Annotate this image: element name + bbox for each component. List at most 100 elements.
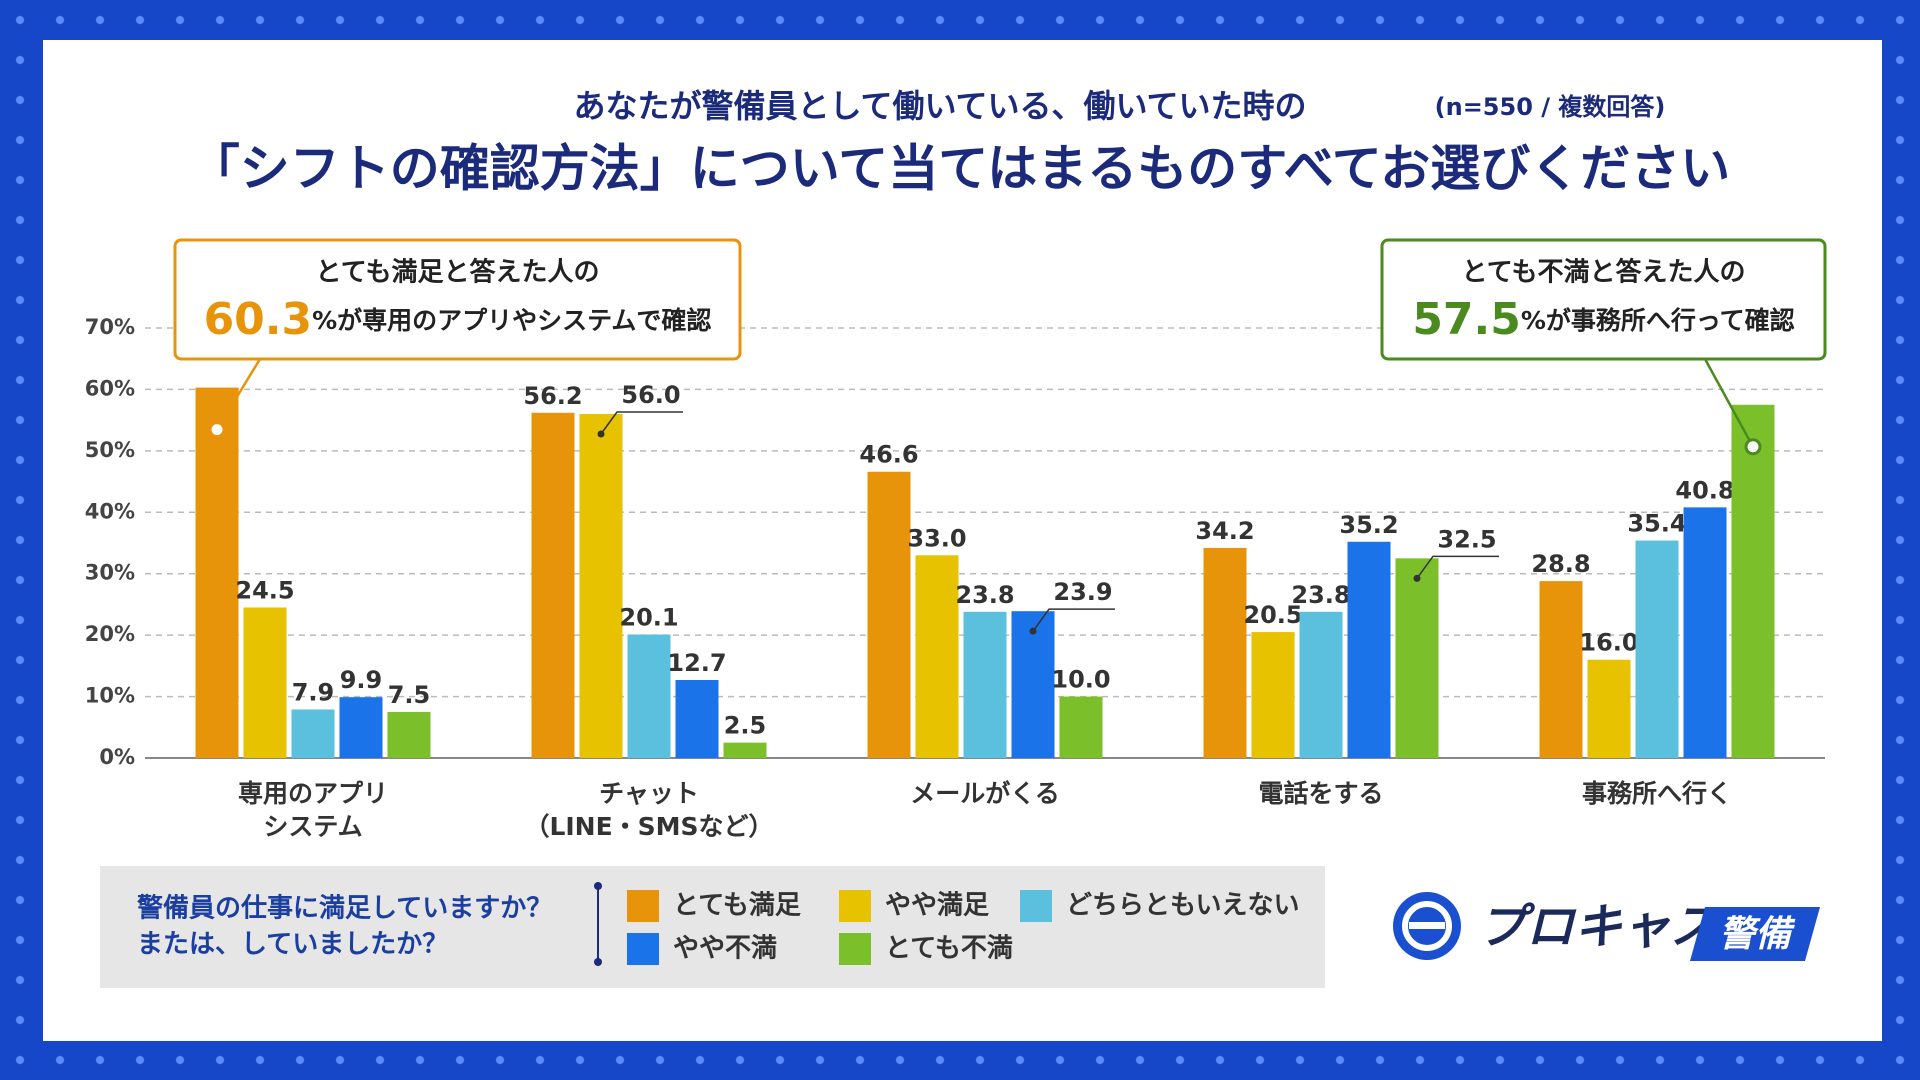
legend-label: やや満足: [885, 891, 989, 921]
legend-swatch: [1020, 890, 1052, 922]
legend-label: とても不満: [885, 934, 1013, 964]
value-label: 7.9: [292, 678, 335, 706]
value-label: 28.8: [1531, 550, 1590, 578]
callout-highlight: 60.3: [204, 294, 313, 345]
bar: [867, 471, 911, 758]
bar: [627, 634, 671, 758]
bar: [387, 711, 431, 758]
logo-mark: [1409, 922, 1445, 929]
logo-badge-text: 警備: [1719, 914, 1796, 955]
bar: [1059, 696, 1103, 758]
logo-mark: [1402, 901, 1452, 951]
chart-title: 「シフトの確認方法」について当てはまるものすべてお選びください: [190, 140, 1731, 198]
legend-label: とても満足: [673, 891, 801, 921]
x-tick-label: 電話をする: [1258, 779, 1383, 808]
bar: [915, 555, 959, 758]
callout-text: とても満足と答えた人の: [316, 257, 600, 288]
value-label: 16.0: [1579, 629, 1638, 657]
callout-leader: [215, 358, 262, 431]
subtitle: あなたが警備員として働いている、働いていた時の: [573, 87, 1306, 125]
value-label: 23.8: [955, 581, 1014, 609]
legend-title: または、していましたか？: [137, 930, 448, 960]
bar: [963, 611, 1007, 758]
bar: [1683, 507, 1727, 758]
bar: [291, 709, 335, 758]
value-label: 34.2: [1195, 517, 1254, 545]
y-tick-label: 50%: [85, 438, 135, 462]
bar: [723, 742, 767, 758]
bar: [1299, 611, 1343, 758]
bar: [1347, 541, 1391, 758]
bar: [1539, 581, 1583, 758]
x-tick-label: 事務所へ行く: [1582, 779, 1732, 808]
x-tick-label: メールがくる: [910, 779, 1060, 808]
x-tick-label: システム: [263, 812, 362, 841]
bar: [579, 414, 623, 758]
legend-swatch: [839, 933, 871, 965]
bar: [675, 679, 719, 758]
callout-highlight: 57.5: [1412, 294, 1521, 345]
value-label: 9.9: [340, 666, 383, 694]
callout-rest: %が専用のアプリやシステムで確認: [312, 306, 711, 335]
x-tick-label: 専用のアプリ: [238, 779, 388, 808]
value-label: 35.2: [1339, 511, 1398, 539]
y-tick-label: 0%: [99, 745, 135, 769]
value-label: 40.8: [1675, 476, 1734, 504]
y-tick-label: 20%: [85, 622, 135, 646]
legend-swatch: [627, 890, 659, 922]
leader-line: [1032, 608, 1115, 632]
bar: [531, 412, 575, 758]
callout-box: [1380, 238, 1827, 361]
value-label: 32.5: [1437, 525, 1496, 553]
bar: [243, 607, 287, 758]
bar: [1635, 540, 1679, 758]
leader-line: [600, 411, 683, 435]
value-label: 33.0: [907, 524, 966, 552]
x-tick-label: チャット: [599, 779, 699, 808]
legend-title: 警備員の仕事に満足していますか？: [137, 893, 552, 924]
value-label: 23.8: [1291, 581, 1350, 609]
bar: [1251, 632, 1295, 758]
value-label: 24.5: [235, 577, 294, 605]
y-tick-label: 10%: [85, 684, 135, 708]
logo: プロキャス 警備: [1393, 892, 1820, 961]
x-tick-label: （LINE・SMSなど）: [524, 812, 773, 841]
bar: [1731, 404, 1775, 758]
note: (n=550 / 複数回答): [1435, 93, 1666, 121]
callout-leader: [1703, 358, 1755, 448]
legend-divider-dot: [594, 882, 602, 890]
legend-divider-dot: [594, 958, 602, 966]
value-label: 10.0: [1051, 666, 1110, 694]
logo-badge: [1690, 907, 1820, 961]
y-tick-label: 60%: [85, 376, 135, 400]
value-label: 56.2: [523, 382, 582, 410]
callout-text: とても不満と答えた人の: [1462, 257, 1746, 288]
bar: [1395, 558, 1439, 758]
value-label: 56.0: [621, 381, 680, 409]
y-tick-label: 70%: [85, 315, 135, 339]
bar: [1203, 547, 1247, 758]
legend-label: やや不満: [673, 934, 777, 964]
logo-name: プロキャス: [1478, 899, 1718, 955]
value-label: 12.7: [667, 649, 726, 677]
callout-dot: [1744, 438, 1762, 456]
callout-box: [173, 238, 742, 361]
value-label: 23.9: [1053, 578, 1112, 606]
bar: [1011, 611, 1055, 758]
callout-dot: [208, 421, 226, 439]
legend-swatch: [839, 890, 871, 922]
value-label: 20.1: [619, 604, 678, 632]
callout-text: 57.5%が事務所へ行って確認: [1412, 294, 1794, 345]
callout-text: 60.3%が専用のアプリやシステムで確認: [204, 294, 712, 345]
value-label: 35.4: [1627, 510, 1686, 538]
legend-swatch: [627, 933, 659, 965]
bar: [195, 387, 239, 758]
leader-line: [1416, 555, 1499, 579]
bar: [339, 697, 383, 758]
legend-label: どちらともいえない: [1066, 891, 1299, 921]
y-tick-label: 40%: [85, 499, 135, 523]
legend-box: [100, 866, 1325, 988]
value-label: 46.6: [859, 441, 918, 469]
